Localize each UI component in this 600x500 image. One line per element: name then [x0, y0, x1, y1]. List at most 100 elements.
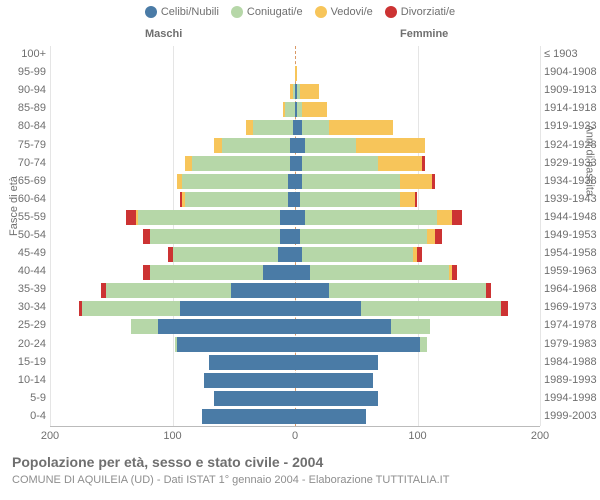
seg-celibi — [263, 265, 295, 280]
legend-item-divorziati: Divorziati/e — [385, 6, 455, 18]
female-bar — [295, 373, 373, 388]
male-bar — [101, 283, 295, 298]
age-row — [50, 373, 540, 388]
female-bar — [295, 229, 442, 244]
seg-coniugati — [329, 283, 486, 298]
seg-coniugati — [302, 120, 329, 135]
x-tick: 100 — [163, 430, 181, 442]
seg-divorziati — [452, 265, 457, 280]
celibi-swatch — [145, 6, 157, 18]
male-bar — [168, 247, 295, 262]
male-bar — [177, 174, 295, 189]
age-row — [50, 229, 540, 244]
age-row — [50, 84, 540, 99]
seg-divorziati — [435, 229, 442, 244]
birth-year-label: 1934-1938 — [544, 175, 600, 187]
seg-celibi — [295, 210, 305, 225]
age-label: 55-59 — [0, 211, 46, 223]
seg-vedovi — [329, 120, 393, 135]
male-bar — [214, 138, 295, 153]
seg-coniugati — [131, 319, 158, 334]
seg-vedovi — [356, 138, 425, 153]
female-bar — [295, 174, 435, 189]
age-row — [50, 391, 540, 406]
seg-coniugati — [82, 301, 180, 316]
seg-coniugati — [182, 174, 287, 189]
birth-year-label: 1989-1993 — [544, 374, 600, 386]
age-row — [50, 247, 540, 262]
male-bar — [143, 265, 295, 280]
male-bar — [126, 210, 295, 225]
female-bar — [295, 409, 366, 424]
seg-divorziati — [432, 174, 434, 189]
seg-celibi — [295, 265, 310, 280]
birth-year-label: 1979-1983 — [544, 338, 600, 350]
male-bar — [79, 301, 295, 316]
male-bar — [131, 319, 295, 334]
plot-area — [50, 46, 540, 427]
vedovi-swatch — [315, 6, 327, 18]
female-bar — [295, 66, 297, 81]
gridline — [540, 46, 541, 426]
seg-divorziati — [486, 283, 491, 298]
seg-vedovi — [378, 156, 422, 171]
seg-celibi — [295, 283, 329, 298]
seg-divorziati — [422, 156, 424, 171]
age-row — [50, 210, 540, 225]
seg-coniugati — [192, 156, 290, 171]
birth-year-label: 1964-1968 — [544, 283, 600, 295]
age-row — [50, 66, 540, 81]
female-bar — [295, 120, 393, 135]
seg-celibi — [288, 192, 295, 207]
birth-year-label: 1929-1933 — [544, 157, 600, 169]
seg-celibi — [295, 337, 420, 352]
birth-year-label: 1904-1908 — [544, 66, 600, 78]
birth-year-label: 1909-1913 — [544, 84, 600, 96]
birth-year-label: 1919-1923 — [544, 120, 600, 132]
female-bar — [295, 391, 378, 406]
seg-divorziati — [126, 210, 136, 225]
legend: Celibi/NubiliConiugati/eVedovi/eDivorzia… — [0, 6, 600, 18]
birth-year-label: 1949-1953 — [544, 229, 600, 241]
x-tick: 0 — [292, 430, 298, 442]
seg-celibi — [295, 138, 305, 153]
seg-vedovi — [437, 210, 452, 225]
seg-coniugati — [150, 229, 280, 244]
birth-year-label: ≤ 1903 — [544, 48, 600, 60]
celibi-label: Celibi/Nubili — [161, 6, 219, 18]
divorziati-swatch — [385, 6, 397, 18]
age-label: 50-54 — [0, 229, 46, 241]
legend-item-vedovi: Vedovi/e — [315, 6, 373, 18]
age-label: 80-84 — [0, 120, 46, 132]
birth-year-label: 1984-1988 — [544, 356, 600, 368]
birth-year-label: 1914-1918 — [544, 102, 600, 114]
seg-coniugati — [305, 210, 437, 225]
seg-celibi — [295, 156, 302, 171]
age-row — [50, 301, 540, 316]
seg-vedovi — [400, 192, 415, 207]
female-bar — [295, 301, 508, 316]
age-label: 60-64 — [0, 193, 46, 205]
seg-vedovi — [302, 102, 327, 117]
seg-celibi — [209, 355, 295, 370]
population-pyramid-chart: Celibi/NubiliConiugati/eVedovi/eDivorzia… — [0, 0, 600, 500]
male-header: Maschi — [145, 28, 182, 40]
age-label: 85-89 — [0, 102, 46, 114]
seg-coniugati — [302, 156, 378, 171]
seg-celibi — [295, 301, 361, 316]
seg-coniugati — [361, 301, 501, 316]
seg-celibi — [295, 409, 366, 424]
age-label: 90-94 — [0, 84, 46, 96]
female-bar — [295, 192, 417, 207]
age-row — [50, 138, 540, 153]
seg-vedovi — [246, 120, 253, 135]
female-bar — [295, 102, 327, 117]
seg-celibi — [214, 391, 295, 406]
coniugati-swatch — [231, 6, 243, 18]
age-label: 45-49 — [0, 247, 46, 259]
seg-celibi — [295, 120, 302, 135]
seg-coniugati — [302, 174, 400, 189]
seg-celibi — [295, 174, 302, 189]
female-bar — [295, 138, 425, 153]
seg-celibi — [204, 373, 295, 388]
